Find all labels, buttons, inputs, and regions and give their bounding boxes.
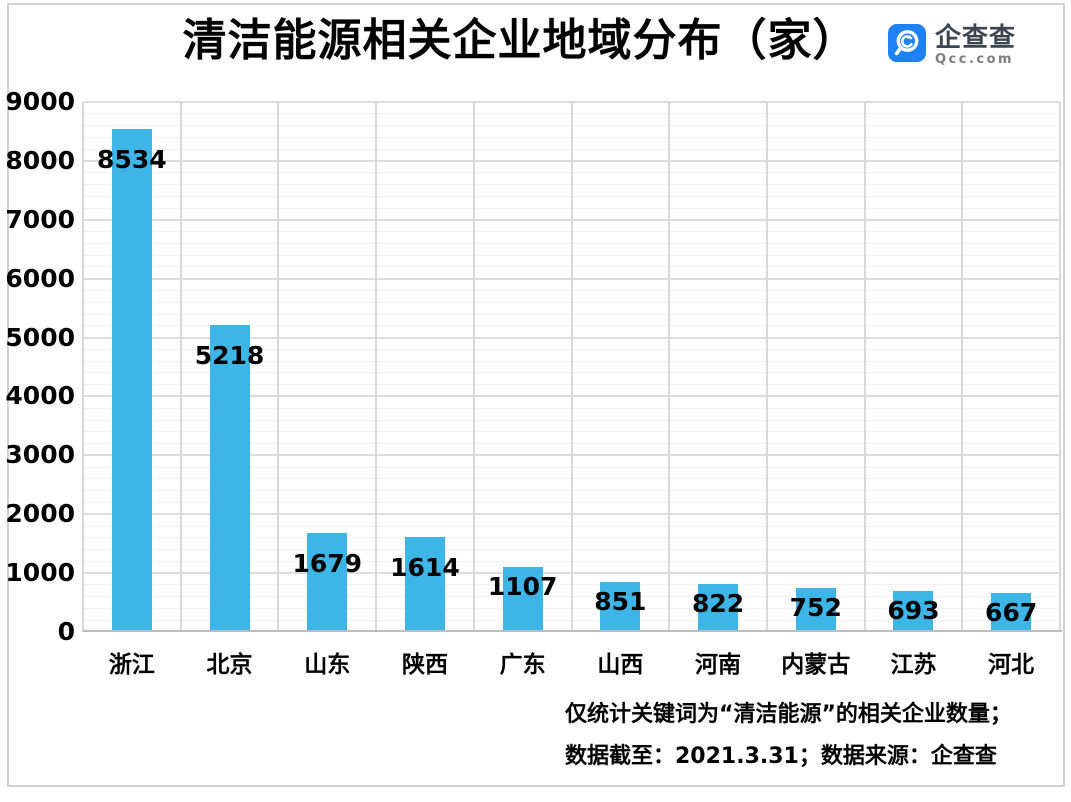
vertical-gridline — [863, 102, 866, 632]
value-label-河南: 822 — [691, 588, 745, 618]
y-axis-tick-label: 3000 — [5, 440, 75, 470]
vertical-gridline — [765, 102, 768, 632]
bar-山东 — [307, 533, 348, 632]
y-axis-tick-label: 4000 — [5, 381, 75, 411]
y-axis-tick-label: 1000 — [5, 558, 75, 588]
x-axis-line — [83, 630, 1062, 632]
x-axis-label-广东: 广东 — [499, 652, 546, 678]
x-axis-label-内蒙古: 内蒙古 — [781, 652, 851, 678]
value-label-江苏: 693 — [887, 596, 940, 626]
vertical-gridline — [570, 102, 573, 632]
bar-北京 — [209, 324, 250, 632]
bar-浙江 — [111, 129, 152, 632]
x-axis-label-河南: 河南 — [695, 652, 742, 678]
vertical-gridline — [472, 102, 475, 632]
y-axis-tick-label: 0 — [57, 617, 75, 646]
qcc-magnifier-icon — [888, 24, 926, 62]
footer-note: 仅统计关键词为“清洁能源”的相关企业数量； 数据截至：2021.3.31；数据来… — [565, 702, 1012, 786]
y-axis-tick-label: 5000 — [5, 322, 75, 352]
value-label-山东: 1679 — [292, 549, 363, 579]
vertical-gridline — [277, 102, 280, 632]
bar-内蒙古 — [795, 587, 836, 632]
vertical-gridline — [179, 102, 182, 632]
x-axis-label-山西: 山西 — [597, 652, 644, 678]
vertical-gridline — [961, 102, 964, 632]
chart-title: 清洁能源相关企业地域分布（家） — [182, 15, 858, 66]
bar-江苏 — [893, 591, 934, 632]
bar-山西 — [600, 581, 641, 632]
y-axis-tick-label: 8000 — [5, 145, 75, 175]
x-axis-label-山东: 山东 — [304, 652, 351, 678]
qcc-logo: 企查查 Qcc.com — [888, 24, 1016, 67]
qcc-brand-name: 企查查 — [935, 23, 1017, 53]
value-label-浙江: 8534 — [97, 145, 167, 175]
qcc-logo-text: 企查查 Qcc.com — [935, 24, 1016, 67]
vertical-gridline — [82, 102, 84, 632]
value-label-北京: 5218 — [194, 340, 265, 370]
value-label-陕西: 1614 — [390, 552, 460, 582]
y-axis-tick-label: 2000 — [5, 499, 75, 529]
x-axis-label-河北: 河北 — [988, 652, 1035, 678]
vertical-gridline — [668, 102, 671, 632]
qcc-domain: Qcc.com — [935, 52, 1015, 67]
footer-note-line1: 仅统计关键词为“清洁能源”的相关企业数量； — [565, 702, 1012, 727]
y-axis-tick-label: 7000 — [5, 204, 75, 234]
value-label-内蒙古: 752 — [789, 592, 842, 622]
vertical-gridline — [375, 102, 378, 632]
value-label-广东: 1107 — [487, 571, 558, 601]
x-axis-label-北京: 北京 — [206, 652, 253, 678]
x-axis-label-江苏: 江苏 — [890, 652, 937, 678]
footer-note-line2: 数据截至：2021.3.31；数据来源：企查查 — [565, 744, 997, 769]
value-label-山西: 851 — [594, 586, 647, 616]
x-axis-label-浙江: 浙江 — [108, 652, 155, 678]
vertical-gridline — [1059, 102, 1061, 632]
y-axis-tick-label: 6000 — [5, 263, 75, 293]
x-axis-label-陕西: 陕西 — [401, 652, 448, 678]
bar-河南 — [698, 583, 739, 632]
y-axis-tick-label: 9000 — [5, 87, 75, 116]
bar-河北 — [991, 592, 1032, 632]
bar-广东 — [502, 566, 543, 632]
value-label-河北: 667 — [985, 597, 1038, 627]
bar-陕西 — [404, 536, 445, 632]
